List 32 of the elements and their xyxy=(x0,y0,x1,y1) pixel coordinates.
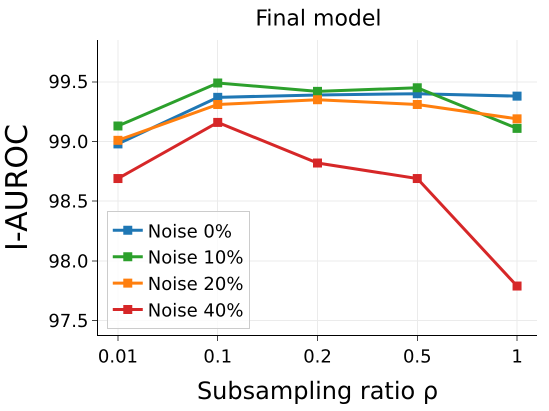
point xyxy=(213,118,222,127)
x-tick-label: 0.2 xyxy=(303,346,332,368)
point xyxy=(313,95,322,104)
point xyxy=(412,100,422,109)
x-tick-label: 1 xyxy=(511,346,523,368)
point xyxy=(512,114,522,124)
point xyxy=(213,78,222,88)
point xyxy=(113,121,122,130)
legend-label: Noise 0% xyxy=(148,221,232,242)
y-tick-label: 97.5 xyxy=(48,310,88,332)
point xyxy=(113,136,122,145)
point xyxy=(412,174,422,184)
point xyxy=(213,100,222,109)
x-tick-label: 0.1 xyxy=(203,346,232,368)
y-tick-label: 99.0 xyxy=(48,132,88,153)
x-axis-title: Subsampling ratio ρ xyxy=(196,376,438,405)
point xyxy=(512,124,522,133)
y-axis-title: I-AUROC xyxy=(0,124,35,251)
y-tick-label: 98.0 xyxy=(48,251,88,272)
point xyxy=(512,282,522,291)
legend-label: Noise 20% xyxy=(148,274,244,296)
point xyxy=(113,174,122,184)
x-tick-label: 0.5 xyxy=(402,346,432,368)
legend-label: Noise 40% xyxy=(148,300,244,322)
legend-label: Noise 10% xyxy=(148,248,244,269)
point xyxy=(512,92,522,101)
point xyxy=(412,83,422,92)
x-tick-label: 0.01 xyxy=(98,346,138,368)
y-tick-label: 98.5 xyxy=(48,192,88,213)
point xyxy=(313,158,322,168)
chart-title: Final model xyxy=(255,6,382,32)
y-tick-label: 99.5 xyxy=(48,72,88,94)
